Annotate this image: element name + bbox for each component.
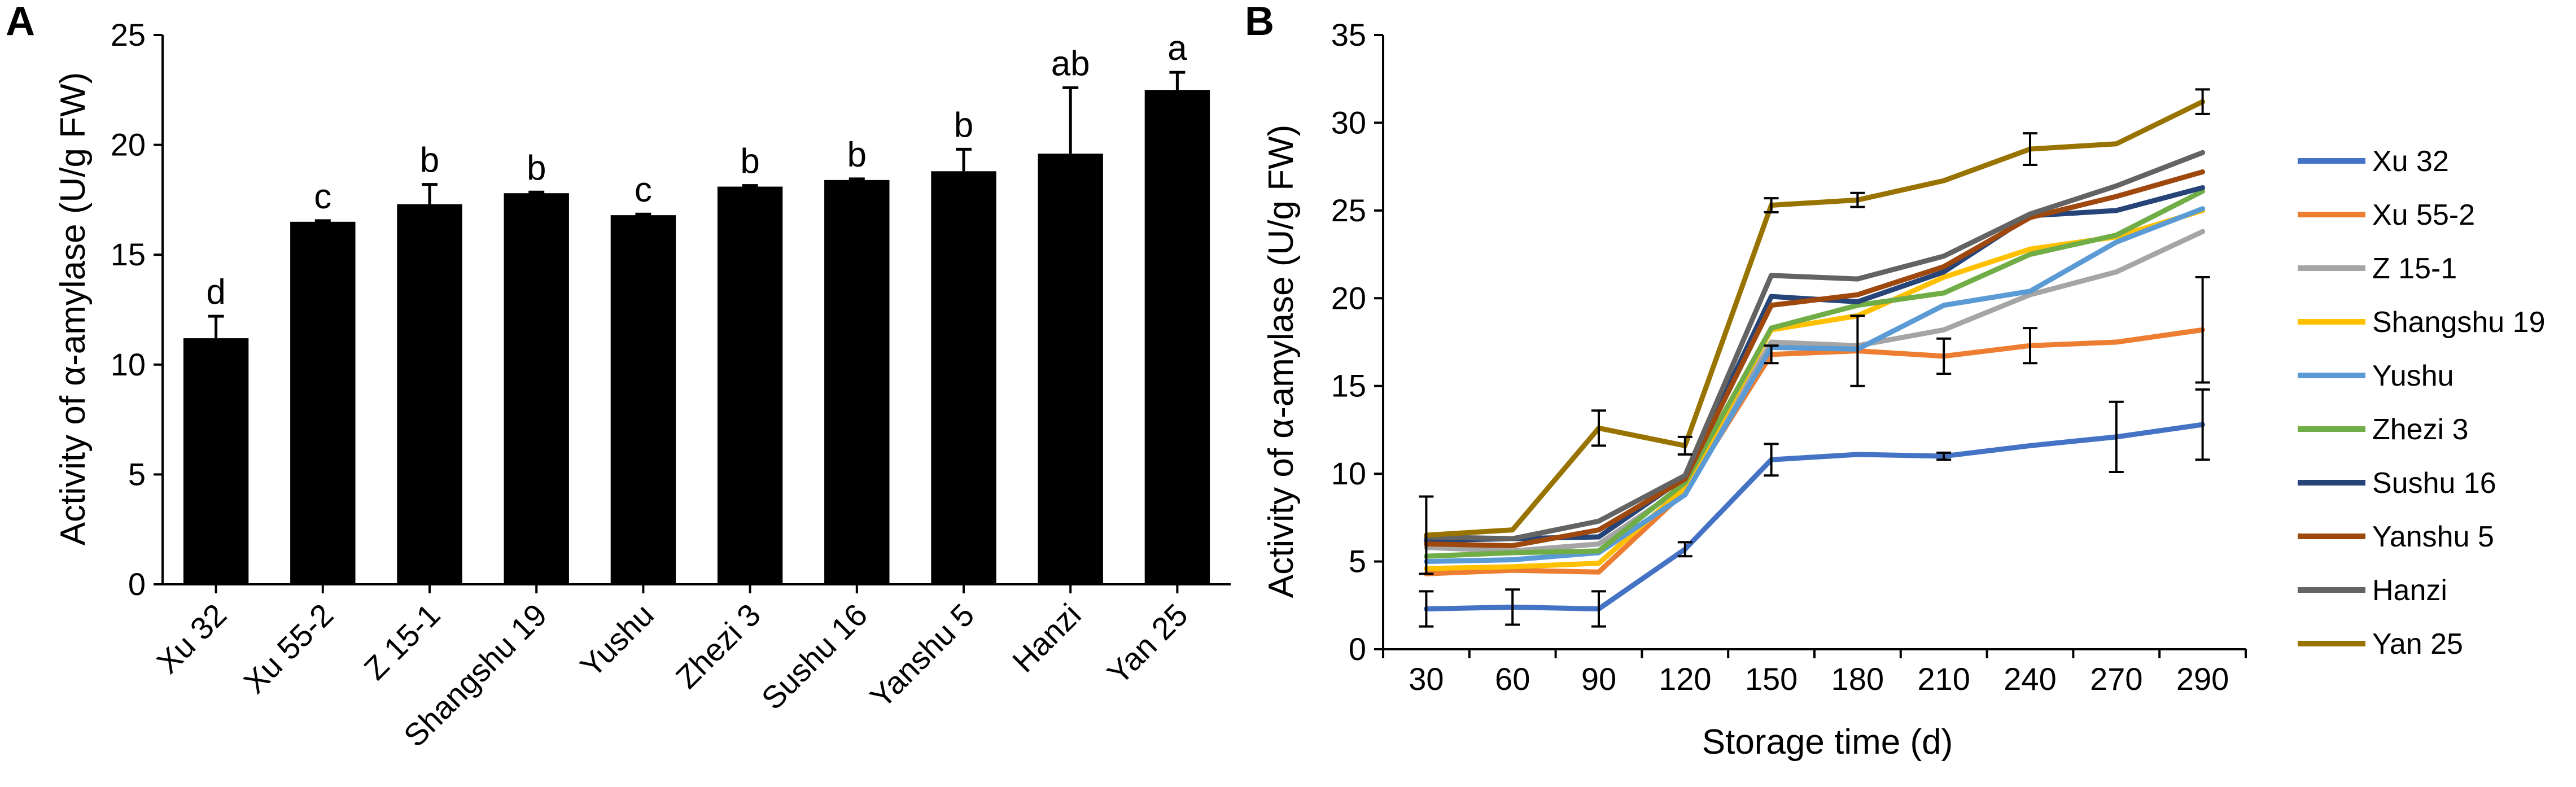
x-tick-label-a: Xu 32 xyxy=(150,597,233,680)
y-tick-label-b: 20 xyxy=(1331,280,1366,316)
bar xyxy=(1144,90,1210,585)
legend-item: Yan 25 xyxy=(2298,628,2463,661)
bar xyxy=(610,215,676,584)
y-tick-label-a: 10 xyxy=(111,347,146,382)
legend-label: Shangshu 19 xyxy=(2372,306,2546,339)
legend-item: Zhezi 3 xyxy=(2298,413,2469,446)
x-tick-label-b: 290 xyxy=(2176,661,2229,697)
legend-label: Sushu 16 xyxy=(2372,467,2496,500)
legend-item: Yushu xyxy=(2298,360,2454,392)
y-tick-label-b: 15 xyxy=(1331,368,1366,404)
series-line-xu-55-2 xyxy=(1423,327,2206,576)
x-tick-label-b: 210 xyxy=(1917,661,1970,697)
y-tick-label-b: 10 xyxy=(1331,456,1366,491)
legend-label: Yushu xyxy=(2372,360,2454,392)
series-line-hanzi xyxy=(1423,150,2206,541)
panel-label-b: B xyxy=(1245,0,1274,44)
significance-label: b xyxy=(954,106,973,145)
y-tick-label-a: 25 xyxy=(111,17,146,53)
significance-label: b xyxy=(420,141,439,180)
panel-label-a: A xyxy=(6,0,35,44)
y-tick-label-a: 20 xyxy=(111,127,146,163)
series-line-zhezi-3 xyxy=(1423,189,2206,559)
x-tick-label-b: 90 xyxy=(1581,661,1616,697)
legend-label: Yan 25 xyxy=(2372,628,2463,661)
y-tick-label-a: 5 xyxy=(128,456,146,492)
legend-label: Hanzi xyxy=(2372,574,2447,607)
legend-label: Xu 55-2 xyxy=(2372,199,2475,231)
series-line-shangshu-19 xyxy=(1423,208,2206,571)
x-tick-label-b: 270 xyxy=(2090,661,2142,697)
x-tick-label-a: Zhezi 3 xyxy=(669,597,767,695)
legend-label: Yanshu 5 xyxy=(2372,521,2494,553)
legend-label: Xu 32 xyxy=(2372,145,2449,178)
panel-b-line-chart: B Activity of α-amylase (U/g FW) Storage… xyxy=(1245,0,2546,762)
legend-item: Yanshu 5 xyxy=(2298,521,2494,553)
significance-label: b xyxy=(847,135,867,174)
x-tick-label-a: Sushu 16 xyxy=(754,597,874,716)
x-tick-label-a: Z 15-1 xyxy=(357,597,447,687)
significance-label: ab xyxy=(1051,44,1090,83)
x-tick-label-b: 150 xyxy=(1745,661,1797,697)
legend-item: Sushu 16 xyxy=(2298,467,2496,500)
y-ticks-b: 0 5 10 15 20 25 30 35 xyxy=(1331,17,1383,667)
series-line-yan-25 xyxy=(1423,99,2206,538)
x-tick-label-b: 30 xyxy=(1409,661,1444,697)
significance-label: a xyxy=(1167,29,1187,68)
legend-item: Xu 32 xyxy=(2298,145,2449,178)
series-lines-b xyxy=(1423,99,2206,612)
bar xyxy=(824,180,890,584)
significance-label: b xyxy=(527,148,546,187)
bar xyxy=(931,171,996,585)
bar xyxy=(717,186,783,585)
x-ticks-b: 30 60 90 120 150 180 210 240 270 290 xyxy=(1382,649,2247,697)
x-tick-label-b: 240 xyxy=(2004,661,2056,697)
series-line-xu-32 xyxy=(1423,422,2206,612)
bar xyxy=(183,338,249,584)
bar xyxy=(1038,154,1103,585)
legend-item: Shangshu 19 xyxy=(2298,306,2546,339)
x-tick-label-a: Yushu xyxy=(573,597,661,684)
y-tick-label-a: 0 xyxy=(128,566,146,602)
y-tick-label-b: 0 xyxy=(1349,631,1366,667)
y-tick-label-b: 35 xyxy=(1331,17,1366,53)
series-line-yanshu-5 xyxy=(1423,169,2206,549)
panel-a-bar-chart: A Activity of α-amylase (U/g FW) 0 5 10 15 2… xyxy=(6,0,1231,754)
significance-label: c xyxy=(314,177,331,216)
significance-label: c xyxy=(635,170,652,209)
y-tick-label-b: 5 xyxy=(1349,544,1366,579)
legend-label: Zhezi 3 xyxy=(2372,413,2469,446)
bar xyxy=(290,221,356,584)
y-axis-title-b: Activity of α-amylase (U/g FW) xyxy=(1262,125,1301,598)
series-line-z-15-1 xyxy=(1423,229,2206,554)
y-tick-label-b: 30 xyxy=(1331,104,1366,140)
bar xyxy=(504,193,569,584)
legend-label: Z 15-1 xyxy=(2372,252,2457,285)
legend-item: Xu 55-2 xyxy=(2298,199,2475,231)
x-tick-label-a: Yanshu 5 xyxy=(863,597,981,715)
x-axis-title-b: Storage time (d) xyxy=(1702,723,1953,762)
legend-item: Hanzi xyxy=(2298,574,2447,607)
x-tick-label-b: 120 xyxy=(1659,661,1711,697)
legend-b: Xu 32 Xu 55-2 Z 15-1 Shangshu 19 Yushu Zhezi … xyxy=(2298,145,2546,661)
y-tick-label-a: 15 xyxy=(111,237,146,272)
y-axis-title-a: Activity of α-amylase (U/g FW) xyxy=(54,72,93,545)
bar xyxy=(397,204,462,585)
bars-a: d c b b c b b b ab a xyxy=(183,29,1210,585)
significance-label: b xyxy=(740,142,759,181)
series-line-yushu xyxy=(1423,206,2206,565)
x-tick-label-b: 180 xyxy=(1831,661,1884,697)
y-ticks-a: 0 5 10 15 20 25 xyxy=(111,17,163,602)
x-tick-label-b: 60 xyxy=(1495,661,1530,697)
x-tick-label-a: Yan 25 xyxy=(1100,597,1195,691)
error-bars-b xyxy=(1419,88,2210,628)
x-tick-label-a: Hanzi xyxy=(1005,597,1088,679)
y-tick-label-b: 25 xyxy=(1331,193,1366,228)
legend-item: Z 15-1 xyxy=(2298,252,2457,285)
x-tick-label-a: Xu 55-2 xyxy=(237,597,340,700)
significance-label: d xyxy=(206,273,225,312)
